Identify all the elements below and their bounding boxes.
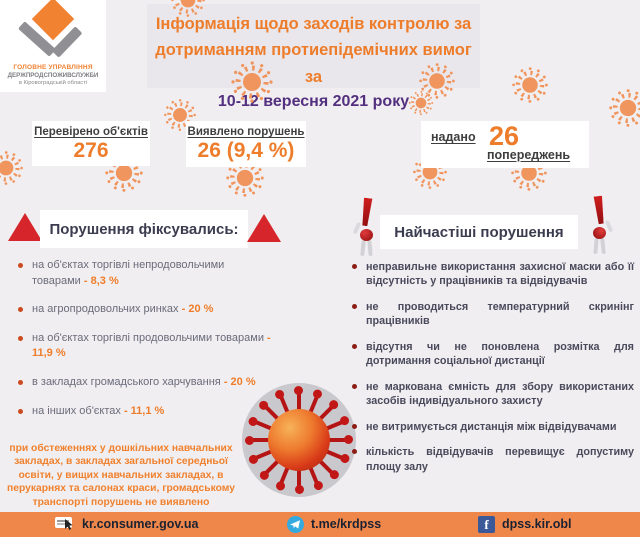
stat-warnings-suffix: попереджень (487, 148, 571, 162)
warning-triangle-icon (247, 214, 281, 242)
violation-item-value: - 11,9 % (32, 331, 271, 360)
violation-item-text: на інших об'єктах (32, 404, 124, 417)
title-line1: Інформація щодо заходів контролю за (155, 15, 472, 33)
bullet-dot-icon (352, 449, 357, 455)
bullet-dot-icon (352, 423, 357, 429)
violations-fixed-header: Порушення фіксувались: (40, 210, 248, 248)
violation-item: на агропродовольчих ринках - 20 % (18, 302, 288, 318)
frequent-violation-item: кількість відвідувачів перевищує допусти… (352, 445, 635, 474)
violations-fixed-title: Порушення фіксувались: (49, 220, 239, 238)
frequent-violations-list: неправильне використання захисної маски … (352, 260, 635, 485)
frequent-violation-item: відсутня чи не поновлена розмітка для до… (352, 340, 635, 369)
link-icon (55, 516, 75, 530)
frequent-violation-item-text: неправильне використання захисної маски … (366, 261, 634, 288)
virus-icon (608, 88, 640, 128)
footer-facebook-link[interactable]: dpss.kir.obl (502, 517, 572, 531)
frequent-violations-title: Найчастіші порушення (394, 223, 564, 241)
stat-warnings-prefix: надано (431, 130, 476, 144)
bullet-dot-icon (18, 263, 23, 268)
agency-logo: ГОЛОВНЕ УПРАВЛІННЯ ДЕРЖПРОДСПОЖИВСЛУЖБИ … (0, 0, 106, 92)
violation-item: на інших об'єктах - 11,1 % (18, 404, 288, 420)
virus-icon (0, 150, 24, 186)
frequent-violation-item-text: відсутня чи не поновлена розмітка для до… (366, 340, 634, 368)
bullet-dot-icon (18, 408, 23, 414)
facebook-icon: f (478, 516, 495, 533)
violation-item-value: - 20 % (181, 303, 214, 316)
footer-website-link[interactable]: kr.consumer.gov.ua (82, 517, 199, 531)
frequent-violation-item: не проводиться температурний скринінг пр… (352, 300, 635, 329)
title-date: 10-12 вересня 2021 року (217, 93, 410, 111)
bullet-dot-icon (352, 343, 357, 349)
footer-telegram-link[interactable]: t.me/krdpss (311, 517, 382, 531)
title-line2: дотриманням протиепідемічних вимог за (155, 41, 472, 86)
bullet-dot-icon (18, 335, 23, 341)
frequent-violation-item: не витримується дистанція між відвідувач… (352, 420, 635, 434)
virus-icon (230, 60, 274, 104)
agency-name-line3: в Кіровоградській області (18, 80, 88, 86)
stat-warnings-value: 26 (489, 121, 520, 151)
bullet-dot-icon (352, 303, 357, 309)
frequent-violation-item: не маркована ємність для збору використа… (352, 380, 635, 409)
frequent-violation-item-text: не проводиться температурний скринінг пр… (366, 300, 634, 328)
frequent-violation-item-text: кількість відвідувачів перевищує допусти… (366, 446, 634, 473)
bullet-dot-icon (18, 380, 23, 386)
stat-warnings: надано 26 попереджень (421, 121, 589, 168)
coronavirus-illustration-icon (242, 383, 356, 497)
violation-item-value: - 11,1 % (123, 404, 165, 417)
page-title: Інформація щодо заходів контролю за дотр… (147, 4, 480, 110)
exclamation-figurine-icon (352, 196, 382, 257)
virus-icon (170, 0, 206, 18)
coronavirus-sphere (268, 409, 330, 471)
violations-fixed-list: на об'єктах торгівлі непродовольчими тов… (18, 258, 288, 432)
bullet-dot-icon (352, 264, 357, 269)
violation-item-value: - 20 % (223, 376, 256, 389)
stat-violations-label: Виявлено порушень (187, 126, 305, 138)
violation-item-text: на об'єктах торгівлі продовольчими товар… (32, 331, 268, 344)
frequent-violations-header: Найчастіші порушення (380, 215, 578, 249)
no-violations-note: при обстеженнях у дошкільних навчальних … (7, 443, 235, 508)
frequent-violation-item-text: не витримується дистанція між відвідувач… (366, 420, 617, 433)
footer-bar: kr.consumer.gov.ua t.me/krdpss f dpss.ki… (0, 512, 640, 537)
frequent-violation-item: неправильне використання захисної маски … (352, 260, 635, 289)
agency-logo-icon (0, 0, 106, 62)
frequent-violation-item-text: не маркована ємність для збору використа… (366, 380, 634, 408)
stat-violations-value: 26 (9,4 %) (197, 139, 295, 162)
warning-triangle-icon (8, 213, 42, 241)
violation-item-text: на агропродовольчих ринках (32, 303, 182, 316)
violation-item: на об'єктах торгівлі продовольчими товар… (18, 331, 288, 362)
agency-name-line1: ГОЛОВНЕ УПРАВЛІННЯ (13, 64, 93, 71)
virus-icon (511, 66, 549, 104)
violation-item-value: - 8,3 % (83, 274, 119, 287)
stat-checked-label: Перевірено об'єктів (34, 126, 148, 138)
bullet-dot-icon (352, 383, 357, 389)
agency-name-line2: ДЕРЖПРОДСПОЖИВСЛУЖБИ (7, 72, 99, 79)
stat-checked-objects: Перевірено об'єктів 276 (32, 121, 150, 166)
bullet-dot-icon (18, 307, 23, 313)
exclamation-figurine-icon (584, 194, 614, 255)
telegram-icon (287, 516, 304, 533)
violation-item: в закладах громадського харчування - 20 … (18, 375, 288, 391)
violation-item: на об'єктах торгівлі непродовольчими тов… (18, 258, 288, 289)
violation-item-text: в закладах громадського харчування (32, 376, 224, 389)
violation-item-text: на об'єктах торгівлі непродовольчими тов… (32, 259, 225, 287)
stat-violations: Виявлено порушень 26 (9,4 %) (186, 121, 306, 167)
stat-checked-value: 276 (73, 139, 109, 162)
virus-icon (408, 90, 434, 116)
